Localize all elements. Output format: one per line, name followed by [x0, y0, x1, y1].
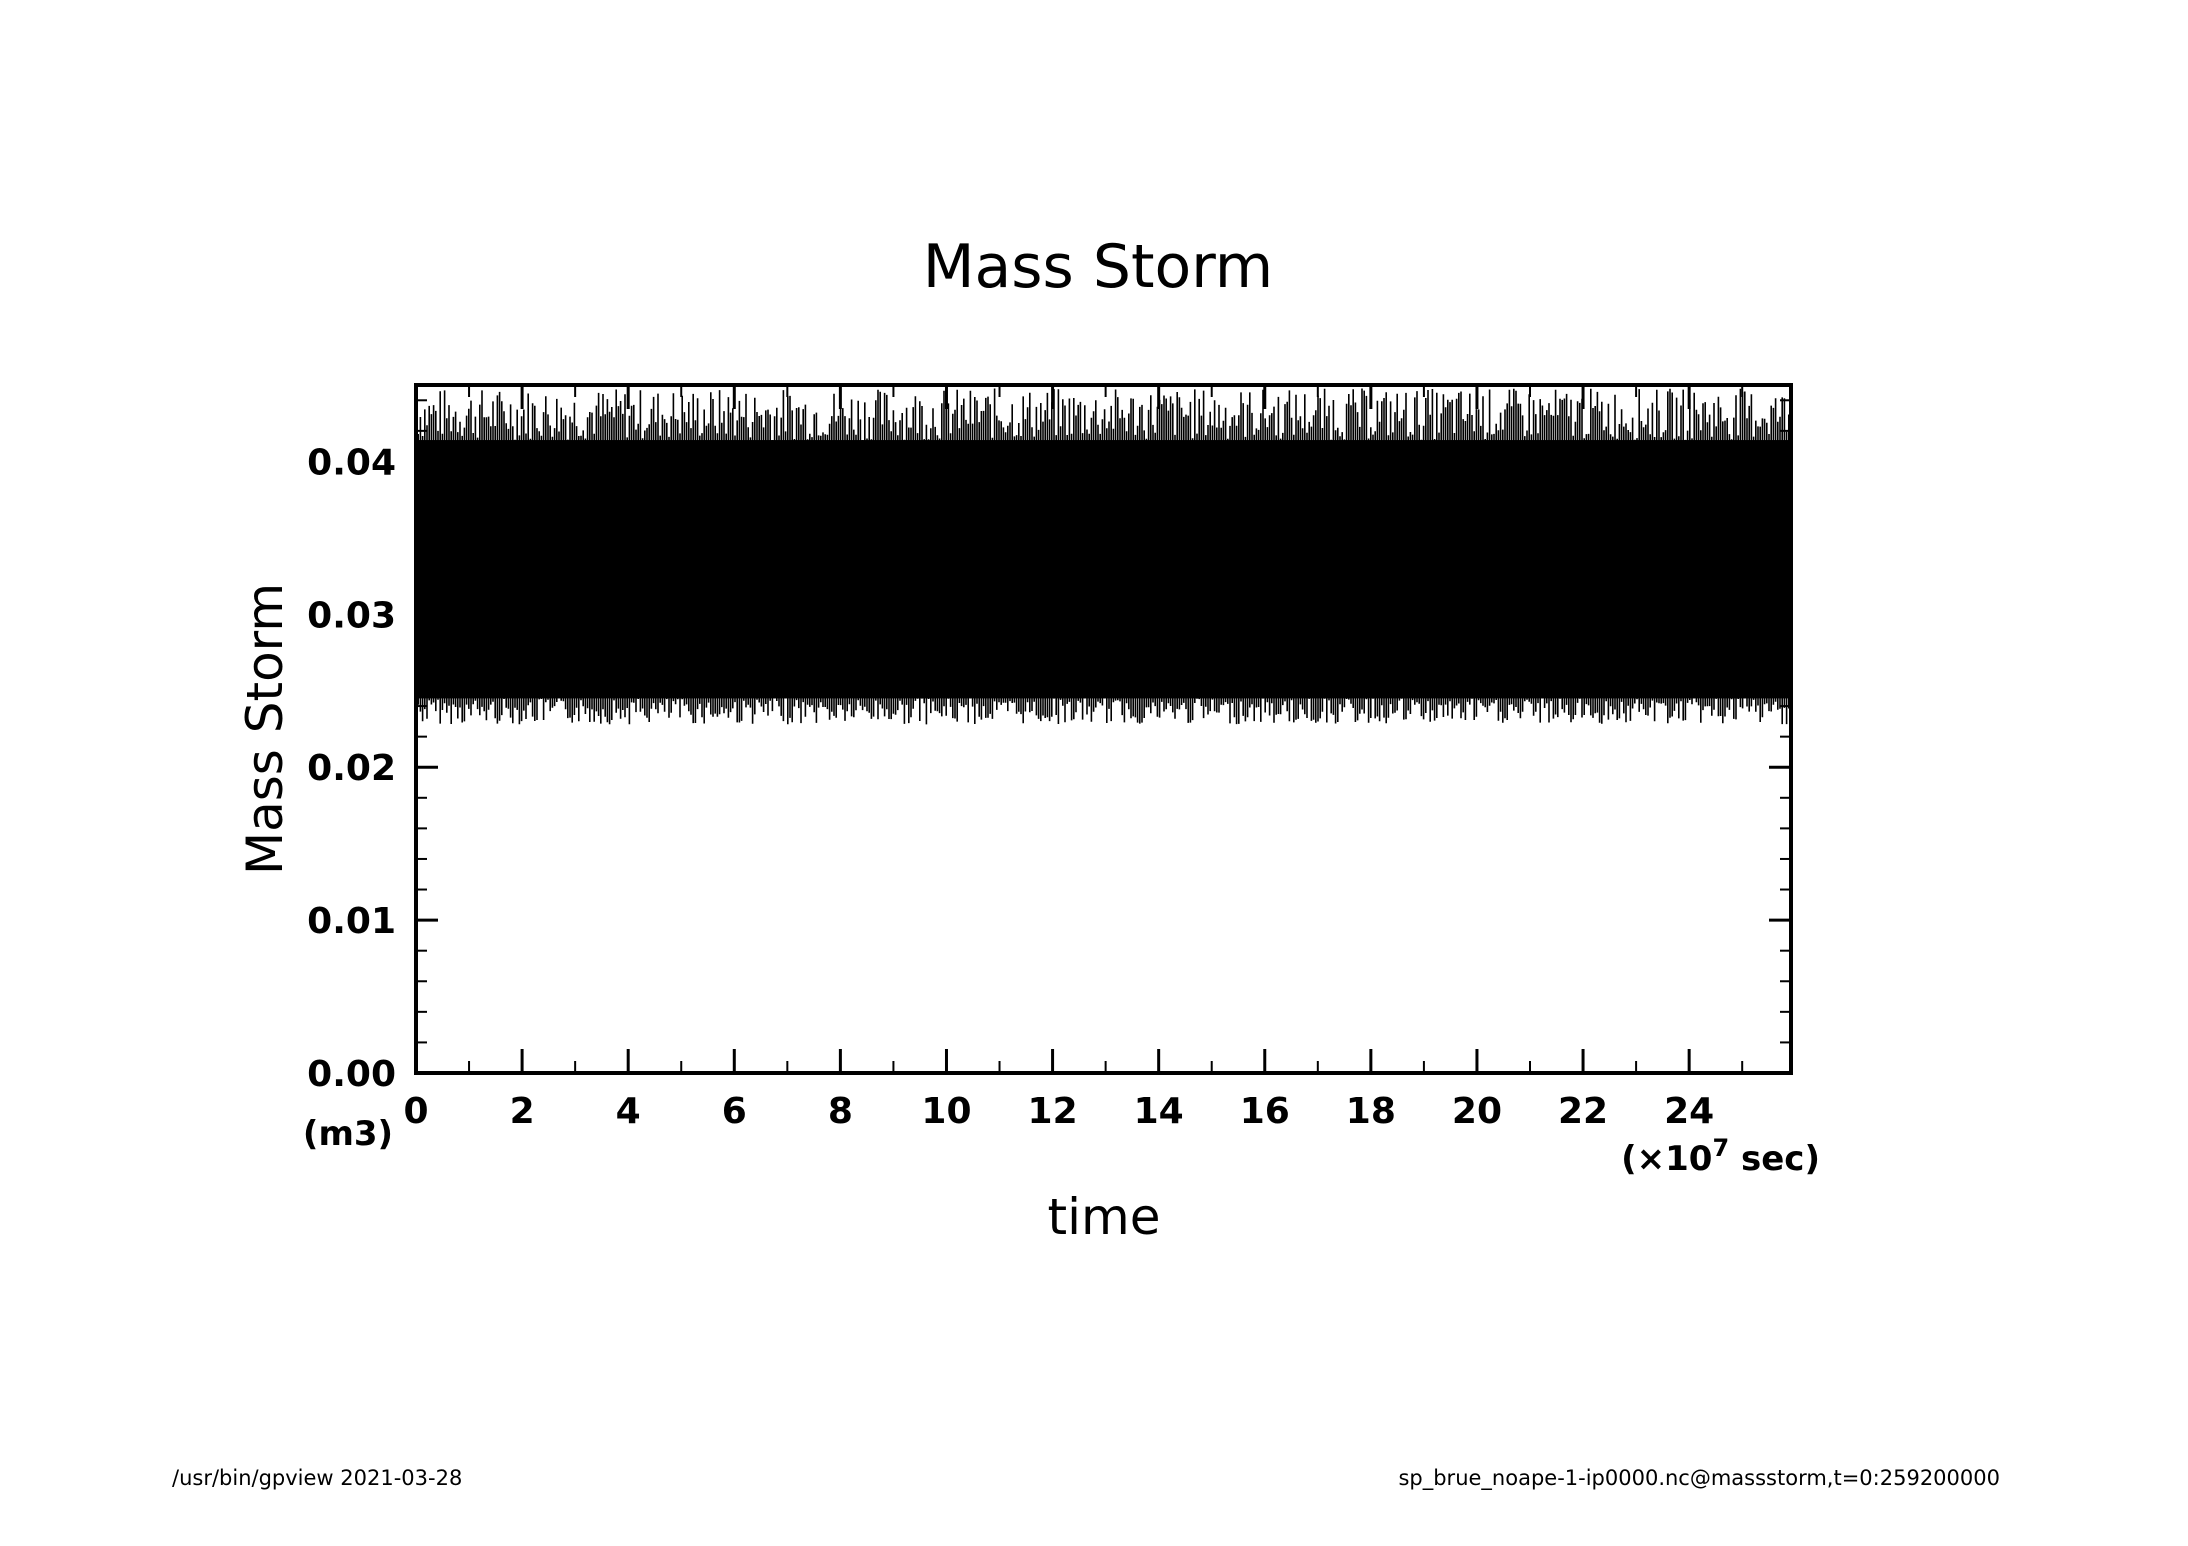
x-axis-ticks: 0 2 4 6 8 10 12 14 16 18 20 22 24	[403, 385, 1744, 1132]
x-tick-label: 20	[1452, 1091, 1502, 1132]
x-tick-label: 10	[921, 1091, 971, 1132]
x-unit-suffix: sec)	[1729, 1139, 1820, 1179]
chart-title: Mass Storm	[923, 232, 1274, 302]
series-layer	[415, 388, 1791, 725]
x-unit-prefix: (×10	[1621, 1139, 1712, 1179]
x-tick-label: 12	[1028, 1091, 1078, 1132]
footer-left: /usr/bin/gpview 2021-03-28	[172, 1466, 462, 1490]
x-tick-label: 8	[828, 1091, 853, 1132]
y-axis-label: Mass Storm	[236, 583, 294, 875]
y-axis-ticks: 0.00 0.01 0.02 0.03 0.04	[307, 399, 1791, 1095]
x-tick-label: 16	[1240, 1091, 1290, 1132]
x-tick-label: 4	[616, 1091, 641, 1132]
x-tick-label: 0	[403, 1091, 428, 1132]
x-tick-label: 2	[510, 1091, 535, 1132]
y-unit-label: (m3)	[303, 1114, 393, 1154]
x-axis-label: time	[1048, 1188, 1161, 1246]
x-tick-label: 22	[1558, 1091, 1608, 1132]
plot-frame	[414, 383, 1793, 1075]
x-unit-label: (×107 sec)	[1621, 1134, 1820, 1179]
x-tick-label: 6	[722, 1091, 747, 1132]
x-tick-label: 14	[1134, 1091, 1184, 1132]
y-tick-label: 0.04	[307, 442, 396, 483]
y-tick-label: 0.00	[307, 1054, 396, 1095]
y-tick-label: 0.03	[307, 595, 396, 636]
y-tick-label: 0.01	[307, 901, 396, 942]
x-tick-label: 18	[1346, 1091, 1396, 1132]
y-tick-label: 0.02	[307, 748, 396, 789]
x-tick-label: 24	[1664, 1091, 1714, 1132]
footer-right: sp_brue_noape-1-ip0000.nc@massstorm,t=0:…	[1398, 1466, 2000, 1491]
x-unit-exponent: 7	[1712, 1134, 1729, 1162]
